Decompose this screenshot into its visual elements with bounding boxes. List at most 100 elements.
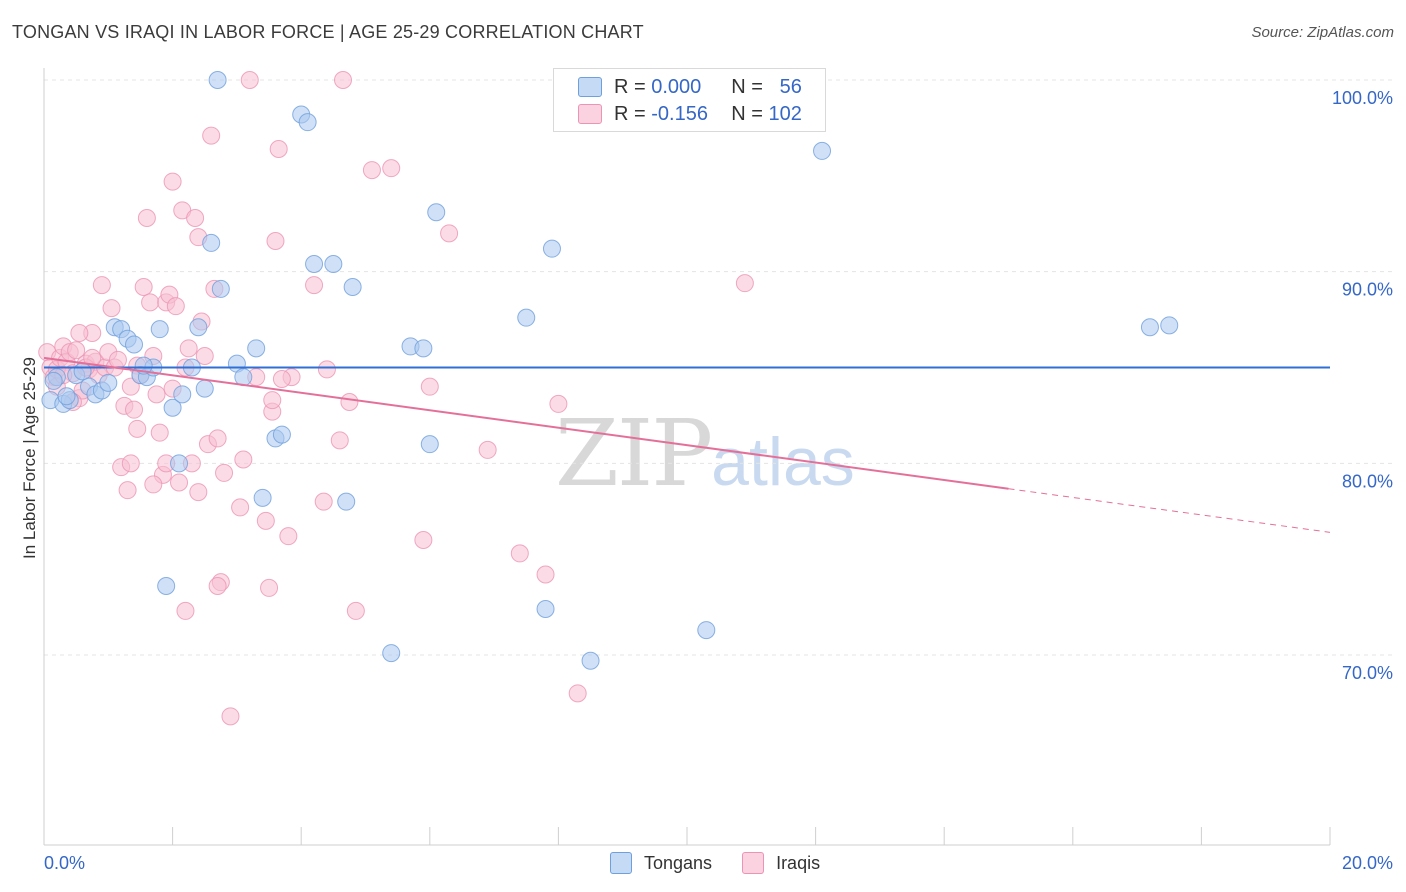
watermark-atlas: atlas — [711, 424, 855, 500]
iraqi-point — [208, 429, 227, 448]
iraqi-point — [134, 278, 153, 296]
tongan-point — [305, 255, 324, 273]
iraqis-trend-line-extension — [1008, 488, 1331, 533]
iraqi-point — [346, 601, 365, 620]
tongan-point — [536, 600, 555, 618]
iraqi-point — [208, 577, 227, 595]
iraqi-point — [568, 684, 587, 703]
y-tick-label: 90.0% — [1342, 280, 1393, 300]
n-label: N = — [731, 102, 763, 125]
watermark-zip: ZIP — [555, 400, 713, 507]
chart-title: TONGAN VS IRAQI IN LABOR FORCE | AGE 25-… — [12, 22, 644, 42]
tongan-point — [343, 278, 362, 296]
tongan-point — [382, 644, 401, 663]
tongan-point — [324, 255, 343, 273]
y-tick-label: 80.0% — [1342, 471, 1393, 491]
iraqi-point — [279, 527, 298, 546]
iraqi-point — [362, 161, 381, 180]
legend-item-iraqis[interactable]: Iraqis — [742, 852, 820, 874]
tongan-point — [1160, 316, 1179, 335]
iraqi-point — [121, 454, 140, 473]
tongan-point — [420, 435, 439, 454]
tongans-r-value: 0.000 — [651, 75, 702, 98]
iraqi-point — [510, 544, 529, 563]
tongans-swatch — [578, 77, 602, 97]
iraqi-point — [144, 475, 163, 494]
tongan-point — [125, 335, 144, 354]
tongan-point — [73, 362, 92, 381]
iraqi-point — [420, 377, 439, 396]
tongan-point — [57, 387, 76, 406]
tongan-point — [163, 398, 182, 417]
tongan-point — [697, 621, 716, 640]
iraqi-point — [118, 481, 137, 500]
iraqi-point — [414, 531, 433, 549]
y-tick-label: 100.0% — [1332, 88, 1393, 108]
tongan-point — [813, 141, 832, 160]
tongan-point — [157, 577, 176, 595]
iraqi-point — [735, 274, 754, 293]
iraqi-point — [102, 299, 121, 318]
iraqi-point — [121, 377, 140, 396]
tongan-point — [234, 368, 253, 387]
iraqi-point — [147, 385, 166, 404]
iraqi-point — [440, 224, 459, 243]
tongan-point — [195, 379, 214, 398]
iraqi-point — [330, 431, 349, 450]
iraqis-n-value: 102 — [768, 102, 802, 125]
tongan-point — [44, 371, 63, 390]
iraqi-point — [166, 297, 185, 316]
iraqis-legend-label: Iraqis — [776, 852, 821, 873]
tongan-point — [134, 356, 153, 375]
tongan-point — [247, 339, 266, 358]
iraqi-point — [202, 126, 221, 145]
tongans-legend-label: Tongans — [644, 852, 713, 873]
tongan-point — [150, 320, 169, 339]
iraqi-point — [186, 209, 205, 227]
n-label: N = — [731, 75, 763, 98]
tongan-point — [202, 233, 221, 252]
iraqi-point — [269, 140, 288, 158]
iraqi-point — [176, 601, 195, 620]
iraqi-point — [137, 209, 156, 227]
legend-row-tongans: R = 0.000 N = 56 — [578, 74, 802, 100]
tongan-point — [211, 279, 230, 298]
iraqi-point — [163, 172, 182, 191]
iraqi-point — [305, 276, 324, 295]
source-label: Source: ZipAtlas.com — [1251, 24, 1394, 41]
iraqi-point — [260, 578, 279, 597]
iraqis-trend-line — [43, 356, 1009, 490]
watermark: ZIPatlas — [555, 400, 855, 507]
tongans-n-value: 56 — [779, 75, 802, 98]
iraqi-point — [92, 276, 111, 295]
iraqi-point — [256, 511, 275, 530]
y-tick-label: 70.0% — [1342, 663, 1393, 683]
iraqi-point — [195, 347, 214, 365]
tongan-point — [272, 425, 291, 444]
tongan-point — [173, 385, 192, 404]
iraqi-point — [141, 293, 160, 312]
iraqi-point — [125, 400, 144, 419]
iraqi-point — [536, 565, 555, 584]
iraqis-legend-swatch — [742, 852, 765, 874]
iraqi-point — [67, 341, 86, 360]
iraqi-point — [549, 394, 568, 413]
iraqi-point — [215, 463, 234, 482]
tongans-legend-swatch — [610, 852, 632, 874]
legend-item-tongans[interactable]: Tongans — [610, 852, 712, 874]
iraqi-point — [108, 350, 127, 369]
r-label: R = — [614, 102, 646, 125]
r-label: R = — [614, 75, 646, 98]
iraqi-point — [83, 348, 102, 367]
iraqi-point — [128, 419, 147, 438]
iraqi-point — [221, 707, 240, 726]
iraqi-point — [314, 492, 333, 511]
iraqi-point — [317, 360, 336, 379]
tongan-point — [337, 492, 356, 511]
tongan-point — [298, 113, 317, 132]
tongan-point — [1140, 318, 1159, 337]
stats-legend: R = 0.000 N = 56 R = -0.156 N = 102 — [553, 68, 826, 132]
x-tick-label: 0.0% — [44, 853, 85, 873]
iraqi-point — [333, 71, 352, 89]
